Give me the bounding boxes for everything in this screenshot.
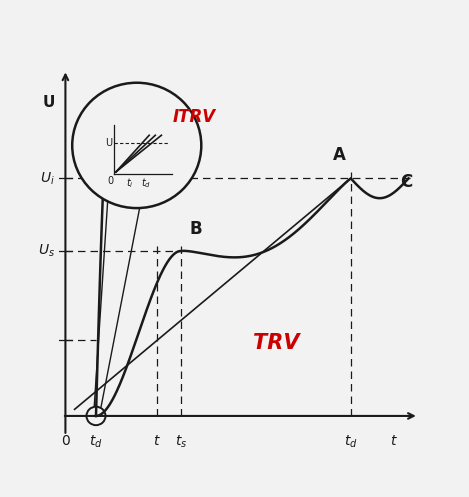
Text: 0: 0 (107, 176, 113, 186)
Text: U: U (43, 95, 55, 110)
Text: $U_i$: $U_i$ (40, 170, 55, 186)
Text: A: A (333, 146, 345, 164)
Text: $t$: $t$ (391, 434, 398, 448)
Text: 0: 0 (61, 434, 70, 448)
Text: $t_d$: $t_d$ (141, 176, 151, 190)
Text: $t_i$: $t_i$ (126, 176, 133, 190)
Circle shape (72, 83, 201, 208)
Text: TRV: TRV (253, 333, 299, 353)
Text: C: C (400, 172, 412, 191)
Text: ITRV: ITRV (172, 108, 215, 126)
Text: B: B (189, 220, 202, 238)
Text: U: U (106, 138, 113, 148)
Text: $t_d$: $t_d$ (89, 434, 103, 450)
Text: $U_s$: $U_s$ (38, 243, 55, 259)
Text: $t_d$: $t_d$ (344, 434, 357, 450)
Text: $t_s$: $t_s$ (175, 434, 187, 450)
Text: $t$: $t$ (153, 434, 161, 448)
